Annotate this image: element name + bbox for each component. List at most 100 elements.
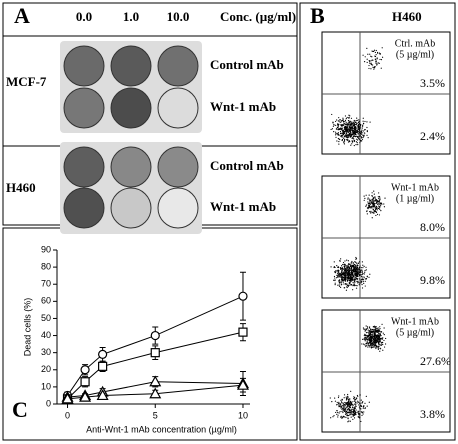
event-dot — [351, 403, 353, 405]
event-dot — [363, 135, 365, 137]
event-dot — [340, 399, 342, 401]
event-dot — [338, 406, 340, 408]
event-dot — [347, 125, 349, 127]
event-dot — [351, 122, 353, 124]
event-dot — [370, 328, 372, 330]
event-dot — [379, 328, 381, 330]
event-dot — [342, 402, 344, 404]
event-dot — [347, 136, 350, 138]
event-dot — [341, 125, 344, 127]
event-dot — [373, 339, 375, 341]
event-dot — [375, 62, 377, 64]
event-dot — [343, 287, 346, 289]
event-dot — [378, 333, 380, 335]
event-dot — [376, 327, 378, 330]
event-dot — [348, 420, 350, 422]
event-dot — [338, 123, 340, 126]
event-dot — [360, 282, 362, 284]
event-dot — [348, 117, 350, 119]
event-dot — [352, 415, 354, 417]
event-dot — [349, 420, 351, 422]
event-dot — [373, 200, 375, 202]
event-dot — [371, 195, 374, 197]
event-dot — [355, 123, 358, 125]
event-dot — [373, 332, 375, 335]
event-dot — [335, 124, 337, 126]
event-dot — [366, 405, 368, 407]
event-dot — [369, 342, 371, 344]
event-dot — [371, 50, 373, 52]
event-dot — [345, 121, 347, 123]
event-dot — [349, 409, 351, 411]
event-dot — [354, 398, 356, 400]
event-dot — [368, 336, 370, 339]
event-dot — [346, 134, 349, 136]
event-dot — [375, 200, 377, 202]
event-dot — [361, 133, 363, 135]
event-dot — [348, 125, 351, 127]
event-dot — [384, 343, 387, 345]
event-dot — [351, 140, 353, 142]
event-dot — [370, 201, 372, 203]
event-dot — [371, 343, 373, 345]
event-dot — [362, 136, 364, 139]
event-dot — [351, 267, 353, 269]
event-dot — [344, 126, 346, 128]
event-dot — [368, 67, 370, 70]
event-dot — [358, 127, 361, 130]
event-dot — [346, 137, 348, 139]
event-dot — [352, 121, 354, 123]
event-dot — [347, 417, 349, 419]
event-dot — [358, 406, 361, 408]
event-dot — [375, 208, 377, 210]
event-dot — [365, 204, 368, 206]
event-dot — [355, 284, 357, 287]
event-dot — [371, 192, 373, 194]
event-dot — [375, 340, 377, 342]
event-dot — [361, 273, 364, 275]
event-dot — [365, 205, 367, 207]
event-dot — [363, 343, 365, 345]
event-dot — [337, 269, 339, 271]
event-dot — [348, 135, 350, 137]
event-dot — [353, 410, 355, 412]
event-dot — [350, 404, 353, 406]
event-dot — [349, 284, 351, 286]
event-dot — [358, 123, 361, 125]
event-dot — [369, 200, 371, 202]
event-dot — [383, 339, 385, 342]
event-dot — [345, 289, 348, 291]
event-dot — [341, 139, 343, 142]
event-dot — [348, 414, 350, 417]
event-dot — [383, 206, 386, 208]
event-dot — [359, 280, 361, 282]
event-dot — [349, 127, 352, 129]
panel-label: A — [14, 3, 30, 28]
event-dot — [352, 135, 354, 138]
event-dot — [352, 126, 354, 128]
event-dot — [350, 402, 353, 404]
event-dot — [353, 133, 355, 135]
event-dot — [340, 406, 343, 408]
event-dot — [347, 396, 349, 398]
event-dot — [353, 267, 355, 269]
event-dot — [355, 120, 357, 122]
y-tick-label: 40 — [41, 330, 51, 340]
event-dot — [332, 125, 334, 127]
event-dot — [368, 207, 370, 209]
event-dot — [364, 271, 366, 273]
event-dot — [357, 413, 360, 415]
event-dot — [362, 406, 364, 408]
event-dot — [338, 138, 340, 140]
event-dot — [335, 136, 337, 138]
event-dot — [366, 275, 368, 277]
event-dot — [350, 270, 352, 273]
event-dot — [377, 327, 379, 329]
event-dot — [371, 340, 374, 342]
event-dot — [355, 405, 357, 407]
event-dot — [336, 270, 339, 272]
event-dot — [377, 62, 379, 64]
event-dot — [374, 198, 376, 200]
event-dot — [372, 211, 374, 213]
event-dot — [343, 403, 345, 405]
